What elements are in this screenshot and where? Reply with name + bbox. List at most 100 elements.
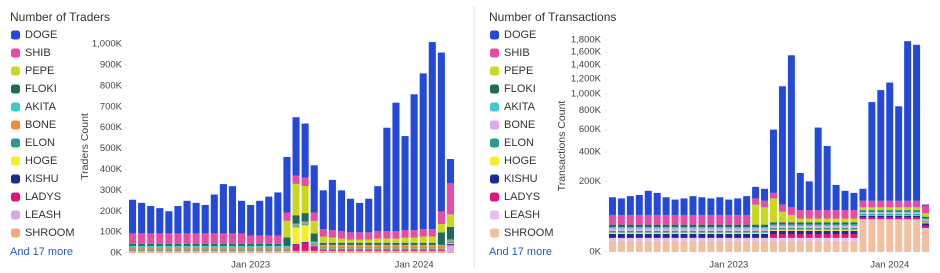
bar-segment <box>832 228 840 230</box>
bar-segment <box>147 249 155 251</box>
more-link[interactable]: And 17 more <box>10 246 73 258</box>
bar-segment <box>183 249 191 251</box>
bar-segment <box>743 233 751 238</box>
bar-segment <box>778 224 786 227</box>
legend-label: AKITA <box>504 101 536 113</box>
bar-segment <box>680 224 688 228</box>
bar-segment <box>805 222 813 225</box>
bar-segment <box>895 220 903 252</box>
bar-segment <box>374 248 382 250</box>
bar-segment <box>310 212 318 221</box>
bar-segment <box>128 233 137 244</box>
bar-segment <box>165 211 173 234</box>
bar-segment <box>374 245 382 248</box>
bar-segment <box>165 248 173 250</box>
bar-segment <box>778 233 786 238</box>
bar-segment <box>626 196 634 215</box>
bar-segment <box>877 214 885 216</box>
legend-swatch <box>11 30 20 40</box>
y-tick-label: 600K <box>100 122 123 133</box>
bar-segment <box>841 210 849 219</box>
bar-segment <box>174 246 182 249</box>
bar-segment <box>337 231 346 239</box>
bar-segment <box>292 183 300 216</box>
bar-segment <box>805 218 813 223</box>
bar-segment <box>156 208 164 234</box>
bar-segment <box>671 224 679 228</box>
bar-segment <box>644 214 652 225</box>
bar-segment <box>428 229 436 237</box>
bar-segment <box>428 245 436 248</box>
bar-segment <box>138 233 146 244</box>
bar-segment <box>608 233 616 238</box>
bar-segment <box>446 244 455 246</box>
bar-segment <box>219 246 227 249</box>
bar-segment <box>662 237 670 241</box>
bar-segment <box>716 227 724 229</box>
bar-segment <box>201 250 209 252</box>
legend-swatch <box>11 228 20 238</box>
bar-segment <box>814 224 822 227</box>
bar-segment <box>410 247 418 249</box>
bar-segment <box>734 214 742 225</box>
bar-segment <box>743 228 751 231</box>
bar-segment <box>228 249 237 251</box>
bar-segment <box>761 230 769 233</box>
more-link[interactable]: And 17 more <box>489 246 552 258</box>
bar-segment <box>707 237 715 241</box>
bar-segment <box>128 248 137 250</box>
bar-segment <box>698 240 706 252</box>
bar-segment <box>626 232 634 234</box>
bar-segment <box>383 238 391 243</box>
bar-segment <box>635 230 643 233</box>
bar-segment <box>337 244 346 246</box>
bar-segment <box>356 250 364 252</box>
bar-segment <box>895 213 903 215</box>
bar-segment <box>428 236 436 243</box>
bar-segment <box>913 210 921 212</box>
bar-segment <box>219 250 227 251</box>
bar-segment <box>796 230 804 234</box>
bar-segment <box>707 240 715 252</box>
bar-segment <box>689 237 697 241</box>
bar-segment <box>319 251 327 253</box>
bar-segment <box>301 225 309 242</box>
bar-segment <box>283 245 291 247</box>
bar-segment <box>716 240 724 252</box>
bar-segment <box>310 246 318 251</box>
bar-segment <box>446 226 455 240</box>
bar-segment <box>796 224 804 227</box>
bar-segment <box>156 233 164 244</box>
bar-segment <box>337 249 346 251</box>
bar-segment <box>283 248 291 250</box>
bar-segment <box>301 123 309 178</box>
legend-label: KISHU <box>25 173 59 185</box>
bar-segment <box>841 229 849 231</box>
bar-segment <box>346 248 355 250</box>
bar-segment <box>265 251 273 253</box>
bar-segment <box>752 227 760 229</box>
bar-segment <box>653 232 661 234</box>
bar-segment <box>228 251 237 253</box>
bar-segment <box>237 250 246 252</box>
bar-segment <box>877 213 885 215</box>
y-tick-label: 200K <box>100 206 123 217</box>
bar-segment <box>356 245 364 248</box>
y-tick-label: 1,400K <box>571 60 602 71</box>
bar-segment <box>201 251 209 253</box>
bar-segment <box>644 227 652 229</box>
legend-swatch <box>490 210 499 220</box>
bar-segment <box>419 250 427 252</box>
bar-segment <box>392 251 400 253</box>
bar-segment <box>850 224 858 227</box>
bar-segment <box>796 222 804 225</box>
bar-segment <box>274 249 282 251</box>
bar-segment <box>138 250 146 252</box>
bar-segment <box>274 245 282 247</box>
bar-segment <box>734 240 742 252</box>
bar-segment <box>219 184 227 234</box>
bar-segment <box>904 219 912 221</box>
bar-segment <box>814 240 822 252</box>
legend-swatch <box>11 156 20 166</box>
